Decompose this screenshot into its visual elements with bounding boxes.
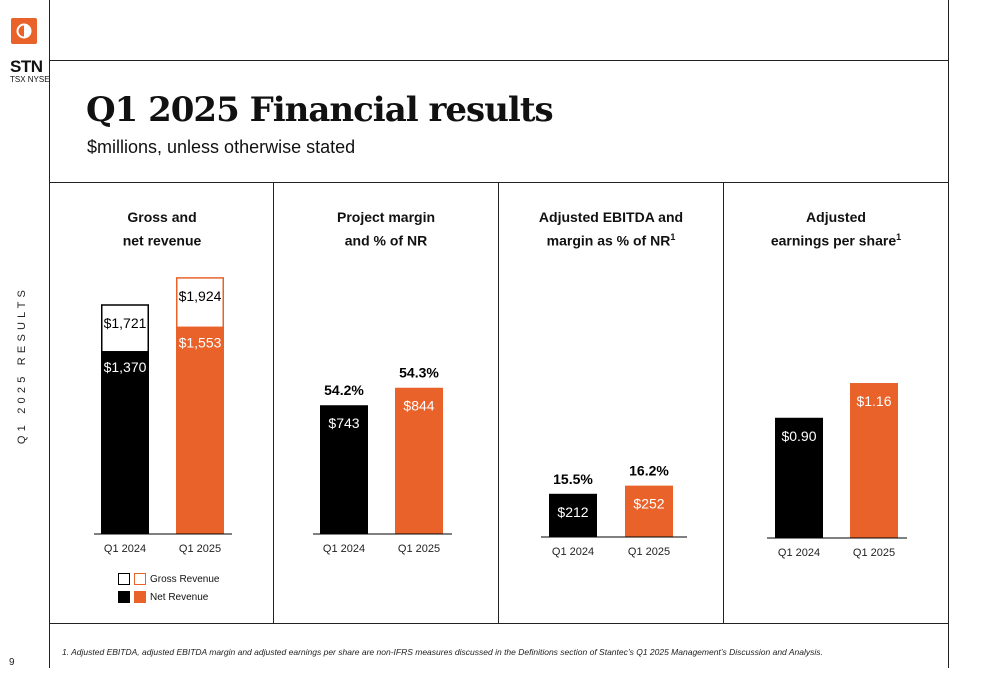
legend-net-revenue: Net Revenue [118,591,208,603]
legend-swatch-net-black [118,591,130,603]
bar-0 [775,417,823,538]
exchange-list: TSX NYSE [10,75,50,84]
panel-title-project-margin: Project margin and % of NR [274,207,498,251]
panel-title-eps: Adjusted earnings per share1 [724,207,948,251]
left-frame-line [49,0,50,668]
bar-net-revenue-1 [176,326,224,534]
logo-mark-icon [16,23,32,39]
page-subtitle: $millions, unless otherwise stated [87,137,356,157]
panel-title-line2: net revenue [122,232,202,249]
bar-value-label: $1.16 [856,393,891,409]
ticker-symbol: STN [10,57,43,76]
right-frame-line [948,0,949,668]
bar-value-label: $743 [328,415,359,431]
bar-gross-revenue-0 [101,304,149,353]
panel-title-line2: margin as % of NR [546,232,671,249]
percent-label: 54.2% [324,382,364,398]
footnote: 1. Adjusted EBITDA, adjusted EBITDA marg… [62,647,823,657]
panel-title-line2: and % of NR [344,232,428,249]
gross-value-label: $1,721 [104,315,147,331]
page-number: 9 [9,657,15,668]
panel-divider-3 [723,182,724,623]
percent-label: 54.3% [399,365,439,381]
legend-label-net: Net Revenue [150,591,209,603]
x-tick-label: Q1 2025 [628,546,670,558]
bar-gross-revenue-1 [176,277,224,329]
footnote-marker: 1 [670,232,676,242]
bar-0 [549,493,597,537]
legend-swatch-gross-black [118,573,130,585]
bar-1 [850,383,898,538]
legend-swatch-net-orange [134,591,146,603]
footnote-marker: 1 [896,232,902,242]
legend-swatch-gross-orange [134,573,146,585]
panel-title-line1: Adjusted EBITDA and [538,209,684,225]
x-tick-label: Q1 2025 [179,543,221,555]
bar-1 [395,387,443,534]
x-tick-label: Q1 2024 [778,547,820,559]
panel-title-line1: Adjusted [806,209,866,225]
legend-gross-revenue: Gross Revenue [118,573,219,585]
page-title: Q1 2025 Financial results [86,90,554,130]
bar-0 [320,405,368,534]
panel-title-revenue: Gross and net revenue [50,207,274,251]
percent-label: 15.5% [553,471,593,487]
header-top-rule [49,60,949,61]
bar-net-revenue-0 [101,351,149,534]
net-value-label: $1,370 [104,359,147,375]
bar-1 [625,485,673,537]
x-tick-label: Q1 2024 [323,543,365,555]
bar-value-label: $844 [403,398,434,414]
panel-divider-2 [498,182,499,623]
bar-value-label: $252 [633,496,664,512]
footer-rule [49,623,949,624]
panel-title-line1: Project margin [336,209,436,225]
x-tick-label: Q1 2024 [104,543,146,555]
net-value-label: $1,553 [179,335,222,351]
panel-divider-1 [273,182,274,623]
panel-title-ebitda: Adjusted EBITDA and margin as % of NR1 [499,207,723,251]
x-tick-label: Q1 2025 [853,547,895,559]
gross-value-label: $1,924 [179,288,222,304]
company-logo [11,18,37,44]
panel-title-line2: earnings per share [770,232,897,249]
x-tick-label: Q1 2025 [398,543,440,555]
bar-value-label: $212 [557,504,588,520]
percent-label: 16.2% [629,463,669,479]
panel-title-line1: Gross and [127,209,197,225]
legend-label-gross: Gross Revenue [150,573,220,585]
bar-value-label: $0.90 [781,428,816,444]
header-bottom-rule [49,182,949,183]
x-tick-label: Q1 2024 [552,546,594,558]
